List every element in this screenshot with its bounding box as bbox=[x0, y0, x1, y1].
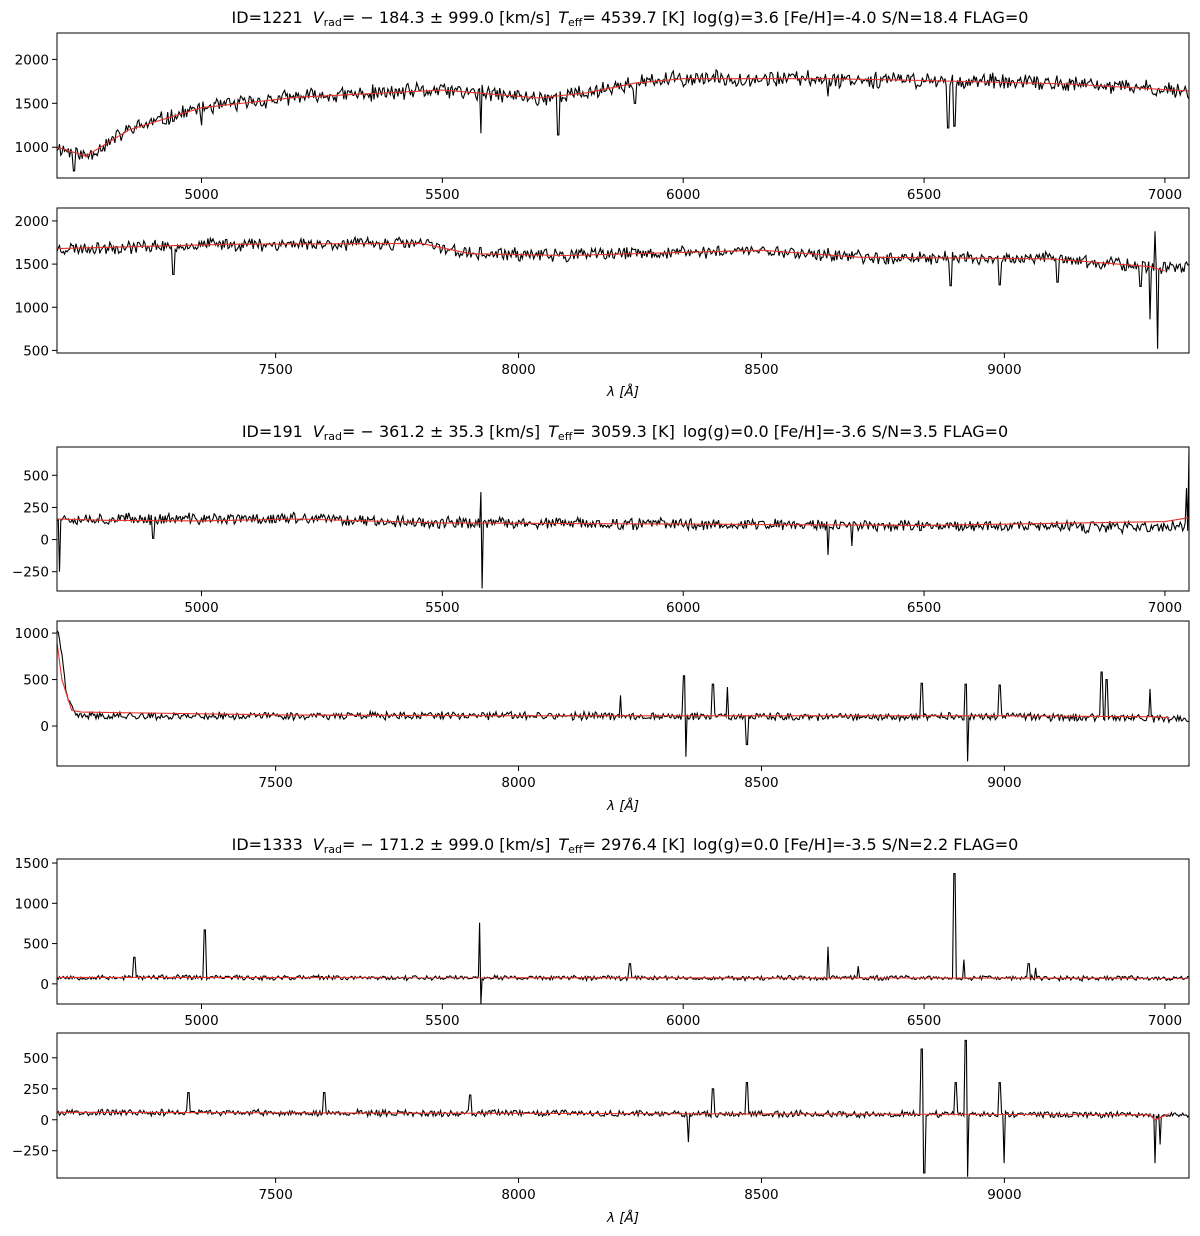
model-fit-line-0-0 bbox=[57, 78, 1189, 157]
spectrum-line-2-1 bbox=[57, 1039, 1189, 1177]
x-tick-label-1-0-1: 5500 bbox=[425, 600, 459, 616]
title-star-191: ID=191 Vrad= − 361.2 ± 35.3 [km/s] Teff= 3… bbox=[242, 422, 1008, 443]
spectrum-line-0-1 bbox=[57, 231, 1189, 349]
model-fit-line-2-0 bbox=[57, 976, 1189, 979]
model-fit-line-1-0 bbox=[57, 517, 1189, 526]
title-star-1333: ID=1333 Vrad= − 171.2 ± 999.0 [km/s] Teff=… bbox=[232, 835, 1019, 856]
y-tick-label-2-0-0: 0 bbox=[40, 977, 49, 993]
axes-frame-1-1 bbox=[56, 620, 1190, 767]
panel-1-0: 5000 5500 6000 6500 7000 −250 0 250 500 bbox=[12, 446, 1190, 616]
axes-frame-0-1 bbox=[56, 207, 1190, 354]
x-axis-label-1: λ [Å] bbox=[606, 797, 639, 814]
x-axis-label-0: λ [Å] bbox=[606, 383, 639, 400]
x-axis-label-2: λ [Å] bbox=[606, 1209, 639, 1226]
x-tick-label-2-0-4: 7000 bbox=[1148, 1013, 1182, 1029]
y-tick-label-2-0-2: 1000 bbox=[15, 896, 49, 912]
model-fit-line-0-1 bbox=[57, 242, 1165, 272]
x-tick-label-0-1-1: 8000 bbox=[501, 362, 535, 378]
y-tick-label-0-1-3: 2000 bbox=[15, 214, 49, 230]
x-tick-label-1-1-2: 8500 bbox=[744, 775, 778, 791]
x-tick-label-0-0-2: 6000 bbox=[666, 187, 700, 203]
x-tick-label-1-0-4: 7000 bbox=[1148, 600, 1182, 616]
x-tick-label-0-0-3: 6500 bbox=[907, 187, 941, 203]
x-tick-label-1-1-1: 8000 bbox=[501, 775, 535, 791]
x-tick-label-2-0-3: 6500 bbox=[907, 1013, 941, 1029]
y-tick-label-0-0-1: 1500 bbox=[15, 96, 49, 112]
y-tick-label-2-0-1: 500 bbox=[23, 937, 49, 953]
spectrum-line-1-1 bbox=[57, 630, 1189, 762]
y-tick-label-0-1-1: 1000 bbox=[15, 300, 49, 316]
panel-0-0: 5000 5500 6000 6500 7000 1000 1500 2000 bbox=[15, 32, 1190, 203]
panel-2-1: 7500 8000 8500 9000 −250 0 250 500 bbox=[12, 1032, 1190, 1203]
spectrum-line-0-0 bbox=[57, 68, 1189, 172]
x-tick-label-2-0-0: 5000 bbox=[184, 1013, 218, 1029]
y-tick-label-2-0-3: 1500 bbox=[15, 856, 49, 872]
y-tick-label-2-1-2: 250 bbox=[23, 1082, 49, 1098]
model-fit-line-1-1 bbox=[57, 642, 1170, 719]
y-tick-label-1-0-2: 250 bbox=[23, 500, 49, 516]
title-star-1221: ID=1221 Vrad= − 184.3 ± 999.0 [km/s] Teff=… bbox=[232, 8, 1029, 29]
axes-frame-2-1 bbox=[56, 1032, 1190, 1179]
y-tick-label-2-1-3: 500 bbox=[23, 1051, 49, 1067]
x-tick-label-2-1-2: 8500 bbox=[744, 1187, 778, 1203]
axes-frame-2-0 bbox=[56, 858, 1190, 1005]
x-tick-label-1-1-3: 9000 bbox=[987, 775, 1021, 791]
x-tick-label-1-0-3: 6500 bbox=[907, 600, 941, 616]
x-tick-label-1-1-0: 7500 bbox=[258, 775, 292, 791]
x-tick-label-0-1-3: 9000 bbox=[987, 362, 1021, 378]
x-tick-label-1-0-0: 5000 bbox=[184, 600, 218, 616]
spectrum-line-1-0 bbox=[57, 449, 1189, 589]
panel-2-0: 5000 5500 6000 6500 7000 0 500 1000 1500 bbox=[15, 856, 1190, 1029]
spectrum-line-2-0 bbox=[57, 872, 1189, 1004]
y-tick-label-1-0-0: −250 bbox=[12, 565, 49, 581]
panel-1-1: 7500 8000 8500 9000 0 500 1000 bbox=[15, 620, 1190, 791]
x-tick-label-0-0-4: 7000 bbox=[1148, 187, 1182, 203]
y-tick-label-0-1-2: 1500 bbox=[15, 257, 49, 273]
y-tick-label-1-1-2: 1000 bbox=[15, 626, 49, 642]
axes-frame-1-0 bbox=[56, 446, 1190, 592]
x-tick-label-0-1-0: 7500 bbox=[258, 362, 292, 378]
panel-0-1: 7500 8000 8500 9000 500 1000 1500 2000 bbox=[15, 207, 1190, 378]
y-tick-label-2-1-1: 0 bbox=[40, 1113, 49, 1129]
axes-frame-0-0 bbox=[56, 32, 1190, 179]
x-tick-label-2-1-0: 7500 bbox=[258, 1187, 292, 1203]
x-tick-label-0-0-1: 5500 bbox=[425, 187, 459, 203]
y-tick-label-1-0-3: 500 bbox=[23, 468, 49, 484]
model-fit-line-2-1 bbox=[57, 1111, 1170, 1121]
y-tick-label-1-0-1: 0 bbox=[40, 533, 49, 549]
x-tick-label-2-0-2: 6000 bbox=[666, 1013, 700, 1029]
x-tick-label-1-0-2: 6000 bbox=[666, 600, 700, 616]
y-tick-label-0-1-0: 500 bbox=[23, 343, 49, 359]
y-tick-label-0-0-0: 1000 bbox=[15, 140, 49, 156]
y-tick-label-0-0-2: 2000 bbox=[15, 52, 49, 68]
x-tick-label-0-0-0: 5000 bbox=[184, 187, 218, 203]
y-tick-label-1-1-1: 500 bbox=[23, 673, 49, 689]
x-tick-label-0-1-2: 8500 bbox=[744, 362, 778, 378]
y-tick-label-1-1-0: 0 bbox=[40, 719, 49, 735]
x-tick-label-2-0-1: 5500 bbox=[425, 1013, 459, 1029]
y-tick-label-2-1-0: −250 bbox=[12, 1144, 49, 1160]
x-tick-label-2-1-1: 8000 bbox=[501, 1187, 535, 1203]
x-tick-label-2-1-3: 9000 bbox=[987, 1187, 1021, 1203]
